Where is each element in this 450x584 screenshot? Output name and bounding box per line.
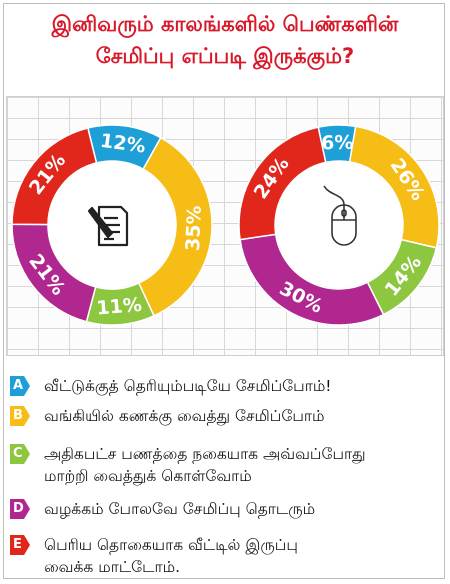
legend-text-c: அதிகபட்ச பணத்தை நகையாக அவ்வப்போது மாற்றி… <box>44 445 366 485</box>
computer-mouse-icon <box>323 185 357 246</box>
donut2-label-a: 6% <box>321 132 354 155</box>
donut1-label-b: 35% <box>182 205 206 251</box>
legend-text-d: வழக்கம் போலவே சேமிப்பு தொடரும் <box>44 500 316 518</box>
donut1-slice-b <box>137 136 213 317</box>
legend-text-a: வீட்டுக்குத் தெரியும்படியே சேமிப்போம்! <box>44 377 332 395</box>
legend-text-e: பெரிய தொகையாக வீட்டில் இருப்பு வைக்க மாட… <box>44 536 298 576</box>
legend-text-b: வங்கியில் கணக்கு வைத்து சேமிப்போம் <box>44 407 325 425</box>
donut2-slice-e <box>238 126 327 241</box>
donut1-slice-e <box>11 127 98 226</box>
legend-badge-e: E <box>10 535 30 555</box>
legend-badge-b: B <box>10 406 30 426</box>
legend-badge-c: C <box>10 444 30 464</box>
legend-badge-d: D <box>10 499 30 519</box>
donut1-label-c: 11% <box>96 294 143 320</box>
page-title-line-2: சேமிப்பு எப்படி இருக்கும்? <box>95 44 355 68</box>
page-title-line-1: இனிவரும் காலங்களில் பெண்களின் <box>51 12 399 36</box>
donut-chart-1: 12%35%11%21%21% <box>11 124 213 326</box>
donut-chart-2: 6%26%14%30%24% <box>238 124 440 326</box>
document-pen-icon <box>87 205 129 247</box>
page-frame <box>3 3 445 579</box>
legend-badge-a: A <box>10 376 30 396</box>
